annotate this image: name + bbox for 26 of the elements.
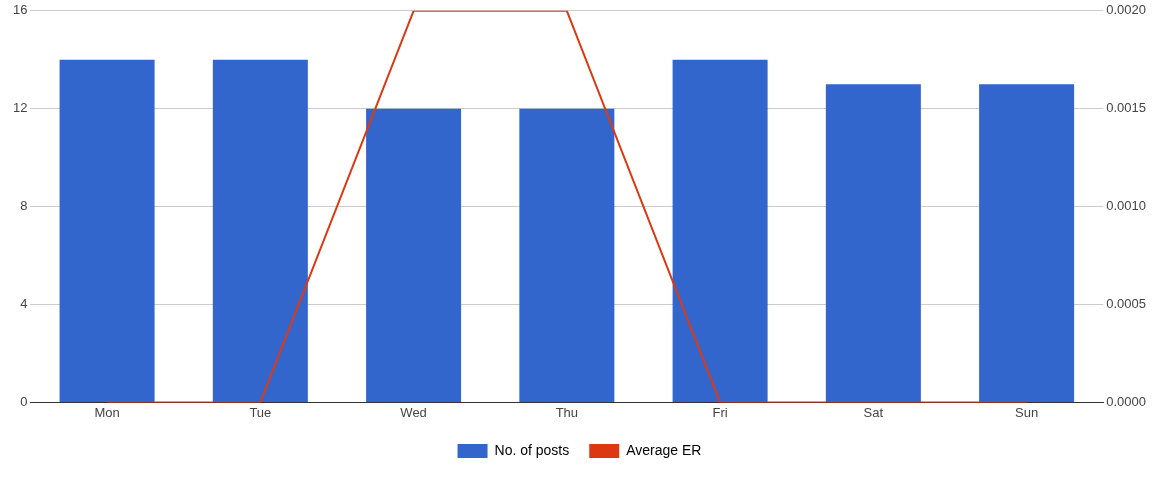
bar [672, 59, 768, 402]
bar [519, 108, 615, 402]
y-tick-label: 8 [20, 198, 28, 214]
y2-tick-label: 0.0015 [1106, 100, 1146, 116]
y-tick-label: 12 [12, 100, 28, 116]
y2-tick-label: 0.0020 [1106, 2, 1146, 18]
legend-label: No. of posts [494, 441, 570, 458]
x-tick-label: Tue [249, 404, 272, 420]
y2-tick-label: 0.0010 [1106, 198, 1146, 214]
bar [59, 59, 155, 402]
x-tick-label: Thu [555, 404, 579, 420]
y-tick-label: 4 [20, 296, 28, 312]
x-tick-label: Sun [1015, 404, 1039, 420]
legend-label: Average ER [626, 441, 702, 458]
x-tick-label: Fri [712, 404, 728, 420]
bar [366, 108, 462, 402]
bar [825, 84, 921, 402]
x-tick-label: Mon [94, 404, 120, 420]
y2-tick-label: 0.0005 [1106, 296, 1146, 312]
y2-tick-label: 0.0000 [1106, 393, 1146, 409]
bar [212, 59, 308, 402]
x-tick-label: Sat [863, 404, 884, 420]
y-tick-label: 16 [12, 2, 28, 18]
x-tick-label: Wed [400, 404, 427, 420]
y-tick-label: 0 [20, 393, 28, 409]
bar [979, 84, 1075, 402]
